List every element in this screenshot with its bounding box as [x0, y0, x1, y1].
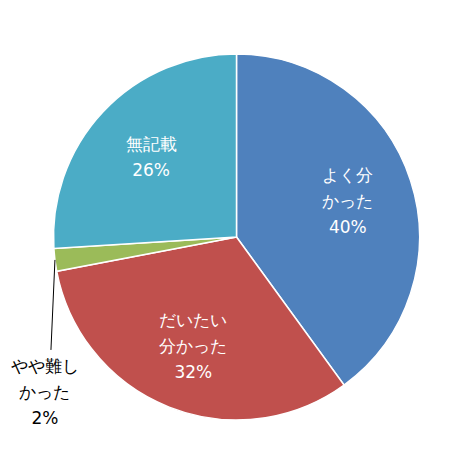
- chart: よく分かった 40% だいたい分かった 32% やや難しかった 2% 無記載 26%: [0, 0, 473, 473]
- slice-category: やや難しかった: [11, 356, 79, 402]
- slice-value: 40%: [329, 217, 367, 237]
- leader-line: [51, 260, 55, 350]
- slices: [53, 54, 419, 420]
- pie-slice: [57, 237, 344, 420]
- pie-slice: [53, 54, 236, 248]
- slice-value: 32%: [174, 362, 212, 382]
- slice-value: 2%: [31, 408, 58, 428]
- labels: よく分かった 40% だいたい分かった 32% やや難しかった 2% 無記載 26%: [11, 134, 373, 428]
- slice-category: だいたい分かった: [159, 310, 227, 356]
- slice-value: 26%: [132, 160, 170, 180]
- slice-category: よく分かった: [322, 165, 373, 211]
- slice-category: 無記載: [126, 134, 177, 154]
